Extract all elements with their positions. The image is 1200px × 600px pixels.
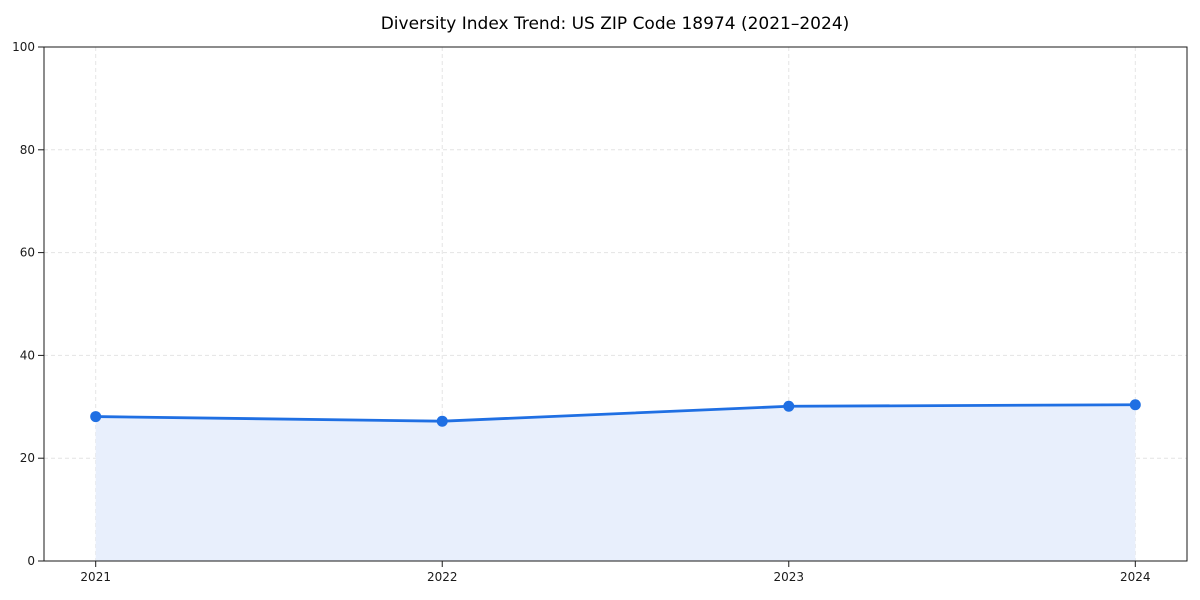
- y-tick-label: 80: [20, 143, 35, 157]
- x-tick-label: 2024: [1120, 570, 1151, 584]
- data-point-2021: [90, 411, 102, 423]
- data-point-2023: [783, 400, 795, 412]
- x-tick-label: 2022: [427, 570, 458, 584]
- x-tick-label: 2023: [773, 570, 804, 584]
- area-fill: [95, 404, 1136, 561]
- y-tick-label: 40: [20, 348, 35, 362]
- y-tick-label: 0: [27, 554, 35, 568]
- x-tick-label: 2021: [80, 570, 111, 584]
- y-tick-label: 100: [12, 40, 35, 54]
- chart-title: Diversity Index Trend: US ZIP Code 18974…: [381, 14, 850, 34]
- trend-line: [94, 403, 1137, 423]
- data-point-2022: [436, 415, 448, 427]
- plot-frame: [43, 46, 1188, 562]
- data-point-2024: [1129, 399, 1141, 411]
- plot-area: 0 20 40 60 80 100 2021 2022 2023 2024: [12, 40, 1188, 584]
- y-tick-label: 60: [20, 246, 35, 260]
- y-tick-label: 20: [20, 451, 35, 465]
